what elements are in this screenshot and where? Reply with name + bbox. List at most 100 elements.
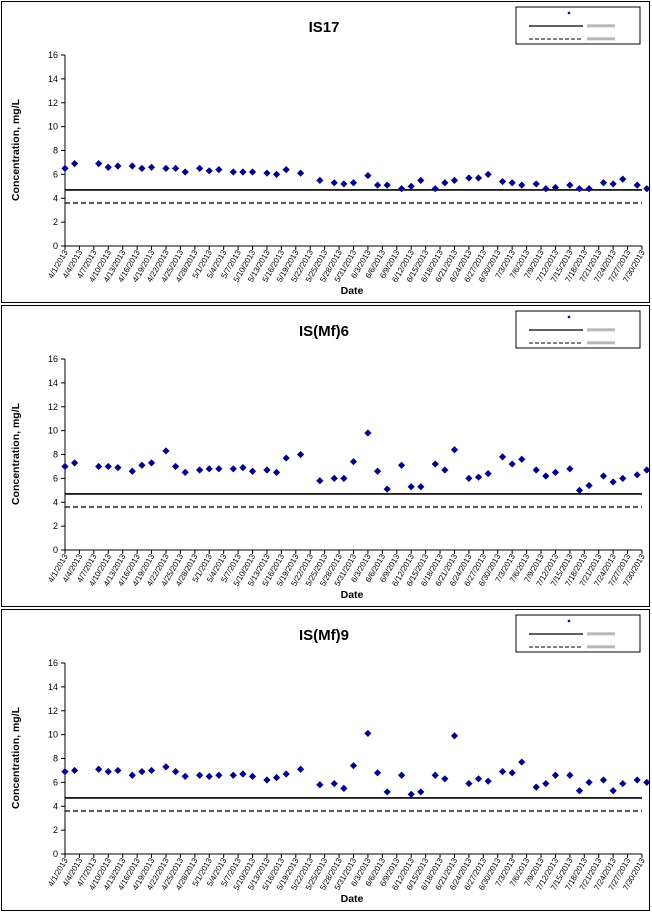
data-point xyxy=(248,772,257,781)
legend-label-dashed xyxy=(587,645,615,649)
data-point xyxy=(599,179,608,187)
data-point xyxy=(508,460,516,468)
data-point xyxy=(205,167,213,175)
y-tick-label: 2 xyxy=(53,825,58,835)
data-point xyxy=(431,185,439,193)
data-point xyxy=(61,164,69,173)
data-point xyxy=(171,768,180,776)
data-point xyxy=(104,768,112,776)
y-tick-label: 10 xyxy=(48,426,58,436)
legend-label-solid xyxy=(587,632,615,636)
data-point xyxy=(114,162,122,170)
data-point xyxy=(551,468,560,477)
data-point xyxy=(147,766,156,775)
data-point xyxy=(128,771,136,779)
y-tick-label: 6 xyxy=(53,169,58,179)
data-point xyxy=(407,182,415,190)
legend-marker-icon xyxy=(567,619,571,623)
data-point xyxy=(484,170,492,178)
data-point xyxy=(373,769,382,777)
data-point xyxy=(61,462,69,471)
data-point xyxy=(417,788,425,796)
data-point xyxy=(431,460,439,468)
y-tick-label: 4 xyxy=(53,193,58,203)
x-axis-title: Date xyxy=(341,893,364,905)
data-point xyxy=(95,765,103,773)
data-point xyxy=(272,774,281,782)
y-tick-label: 6 xyxy=(53,777,58,787)
data-point xyxy=(373,467,382,475)
legend-label-dashed xyxy=(587,341,615,345)
data-point xyxy=(104,163,112,171)
data-point xyxy=(229,465,237,473)
data-point xyxy=(599,776,608,784)
data-point xyxy=(171,462,180,471)
data-point xyxy=(316,176,324,184)
data-point xyxy=(364,729,372,738)
chart-panel-is17: IS17 0 2 4 6 8 10 12 14 16 4/1/2013 4/4/2013 4/7/201… xyxy=(1,1,650,303)
data-point xyxy=(566,465,574,473)
data-point xyxy=(364,429,372,437)
y-tick-label: 4 xyxy=(53,801,58,811)
data-point xyxy=(575,486,584,494)
data-point xyxy=(566,181,574,189)
data-point xyxy=(282,166,290,174)
chart-svg-is17: IS1702468101214164/1/20134/4/20134/7/201… xyxy=(10,6,649,297)
legend-label-dashed xyxy=(587,37,615,41)
data-point xyxy=(484,777,492,785)
data-point xyxy=(643,185,649,193)
legend-marker-icon xyxy=(567,315,571,319)
data-point xyxy=(508,179,516,187)
data-point xyxy=(349,179,358,187)
data-point xyxy=(619,779,627,788)
data-point xyxy=(263,169,271,177)
data-point xyxy=(532,783,540,791)
data-point xyxy=(330,779,338,788)
data-point xyxy=(215,771,223,779)
x-axis-title: Date xyxy=(341,589,364,601)
data-point xyxy=(297,765,305,773)
data-point xyxy=(619,474,627,482)
data-point xyxy=(138,461,146,469)
data-point xyxy=(138,164,146,173)
y-tick-label: 16 xyxy=(48,658,58,668)
data-point xyxy=(518,758,526,766)
data-point xyxy=(263,776,271,784)
y-tick-label: 8 xyxy=(53,450,58,460)
data-point xyxy=(128,162,136,170)
data-point xyxy=(196,466,204,474)
y-tick-label: 12 xyxy=(48,98,58,108)
data-point xyxy=(340,474,348,482)
y-tick-label: 4 xyxy=(53,497,58,507)
data-point xyxy=(147,459,156,467)
data-point xyxy=(196,771,204,779)
data-point xyxy=(229,771,237,779)
data-point xyxy=(272,468,281,477)
data-point xyxy=(585,185,593,193)
data-point xyxy=(566,771,574,779)
data-point xyxy=(272,170,281,178)
data-point xyxy=(330,179,338,187)
data-point xyxy=(229,168,237,176)
data-point xyxy=(114,766,122,775)
data-point xyxy=(585,778,593,786)
data-point xyxy=(609,478,617,486)
y-tick-label: 14 xyxy=(48,74,58,84)
data-point xyxy=(248,168,257,176)
data-point xyxy=(431,771,439,779)
data-point xyxy=(498,177,507,186)
data-point xyxy=(205,465,213,473)
data-point xyxy=(330,474,338,482)
data-point xyxy=(575,185,584,193)
data-point xyxy=(518,455,526,463)
data-point xyxy=(316,781,324,789)
data-point xyxy=(196,164,204,173)
y-tick-label: 14 xyxy=(48,378,58,388)
data-point xyxy=(551,183,560,192)
data-point xyxy=(373,181,382,189)
y-tick-label: 0 xyxy=(53,849,58,859)
y-tick-label: 10 xyxy=(48,730,58,740)
data-point xyxy=(575,787,584,795)
y-tick-label: 16 xyxy=(48,50,58,60)
